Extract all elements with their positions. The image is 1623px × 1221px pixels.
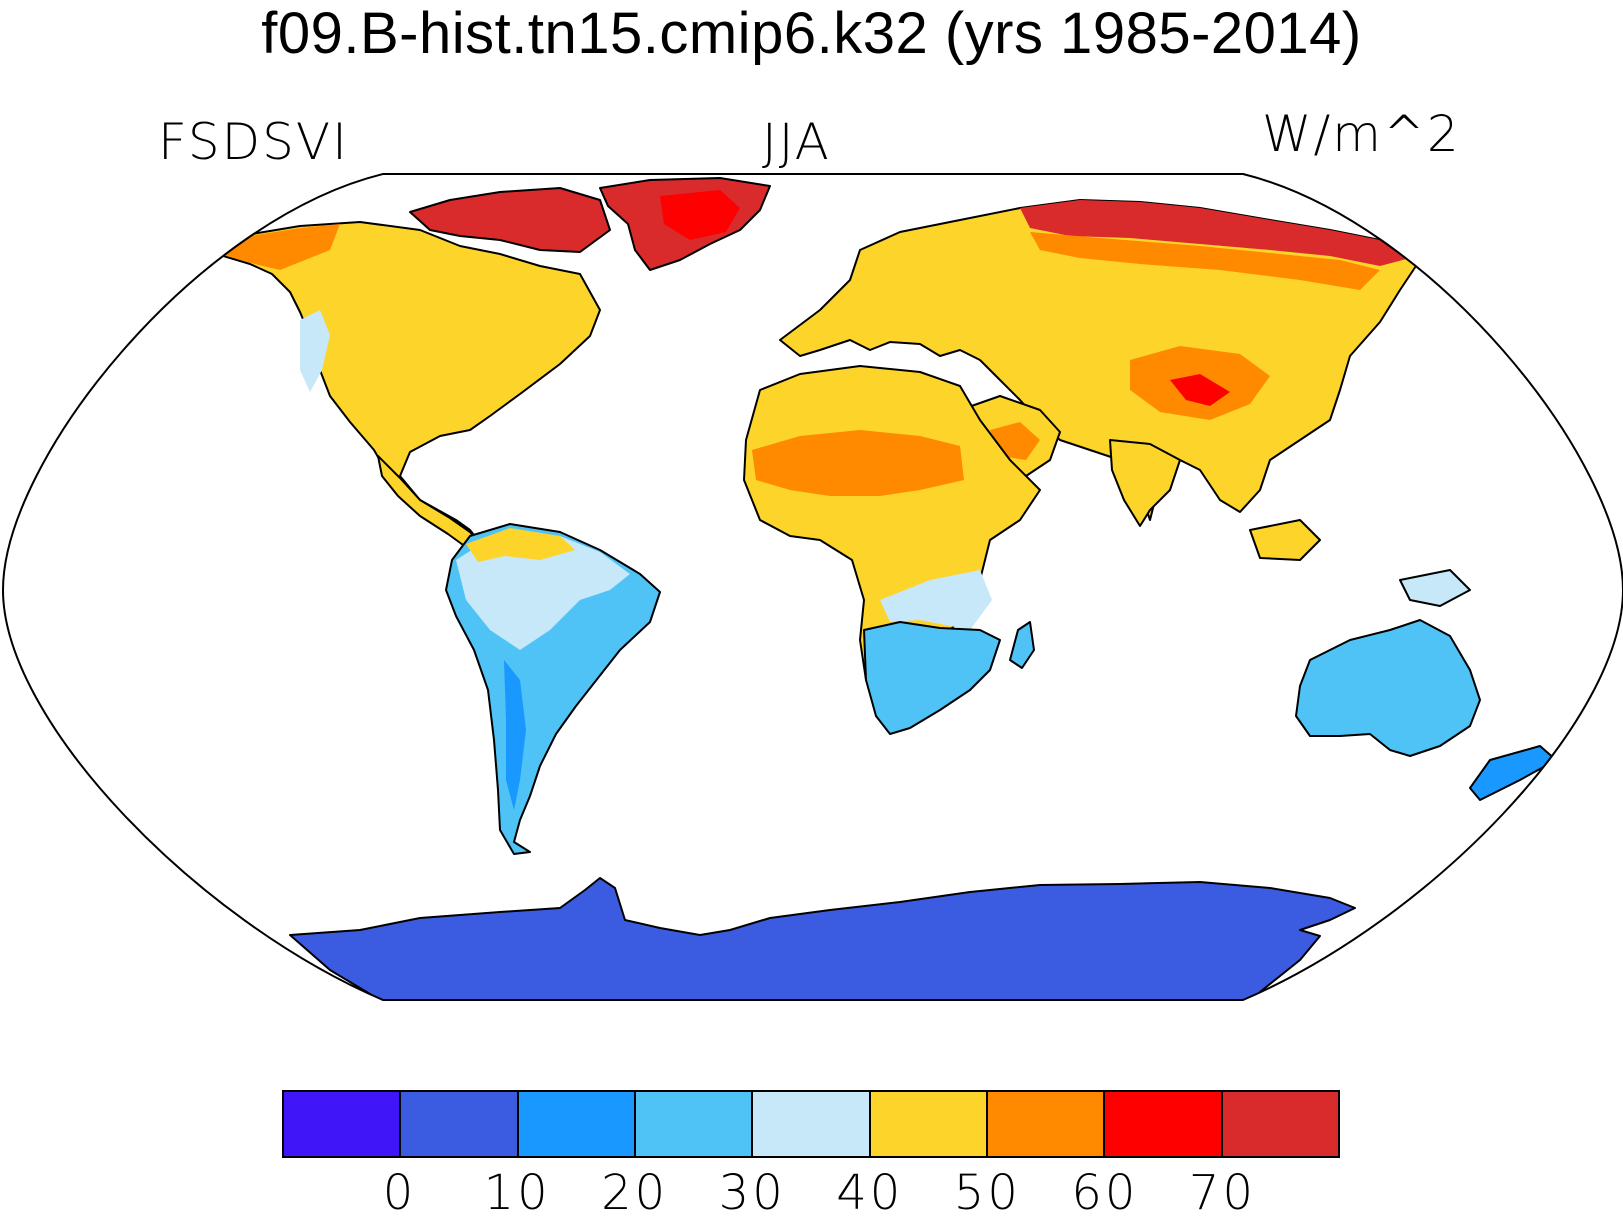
globe-boundary (1, 173, 1623, 1001)
western-us-region (300, 310, 330, 392)
colorbar-swatch (518, 1092, 636, 1156)
antarctica (289, 877, 1356, 1000)
season-label: JJA (762, 113, 831, 171)
colorbar-swatch (635, 1092, 754, 1156)
tibet-core (1170, 374, 1230, 406)
colorbar-swatch (1222, 1092, 1338, 1156)
siberia-region (1020, 200, 1410, 266)
colorbar-tick-label: 70 (1188, 1165, 1256, 1221)
colorbar (282, 1090, 1340, 1158)
sahara-region (752, 430, 964, 496)
new-zealand (1469, 745, 1557, 801)
southern-africa (863, 621, 1001, 735)
colorbar-swatch (870, 1092, 988, 1156)
colorbar-tick-label: 20 (601, 1165, 669, 1221)
colorbar-swatch (753, 1092, 871, 1156)
plot-title: f09.B-hist.tn15.cmip6.k32 (yrs 1985-2014… (261, 1, 1362, 66)
amazon-region (456, 532, 630, 650)
southeast-asia (1249, 519, 1321, 561)
northern-eurasia (1030, 232, 1380, 290)
colorbar-swatch (1105, 1092, 1223, 1156)
colorbar-swatch (401, 1092, 519, 1156)
colorbar-tick-label: 30 (718, 1165, 786, 1221)
colorbar-swatch (987, 1092, 1106, 1156)
andes-region (504, 660, 526, 810)
northern-south-america (466, 528, 575, 562)
variable-label: FSDSVI (158, 113, 349, 171)
colorbar-labels: 0 10 20 30 40 50 60 70 (0, 1168, 1623, 1218)
units-label: W/m^2 (1262, 105, 1461, 163)
colorbar-tick-label: 10 (483, 1165, 551, 1221)
colorbar-swatch (284, 1092, 402, 1156)
world-map (0, 160, 1623, 1010)
new-guinea (1399, 569, 1471, 607)
colorbar-tick-label: 0 (382, 1165, 417, 1221)
australia (1295, 619, 1481, 757)
greenland-core (660, 190, 740, 240)
alaska-region (212, 224, 340, 270)
colorbar-tick-label: 40 (836, 1165, 904, 1221)
colorbar-tick-label: 60 (1071, 1165, 1139, 1221)
india (1109, 439, 1181, 527)
colorbar-tick-label: 50 (953, 1165, 1021, 1221)
central-africa (880, 570, 992, 630)
madagascar (1009, 621, 1035, 669)
canadian-arctic (409, 187, 611, 253)
